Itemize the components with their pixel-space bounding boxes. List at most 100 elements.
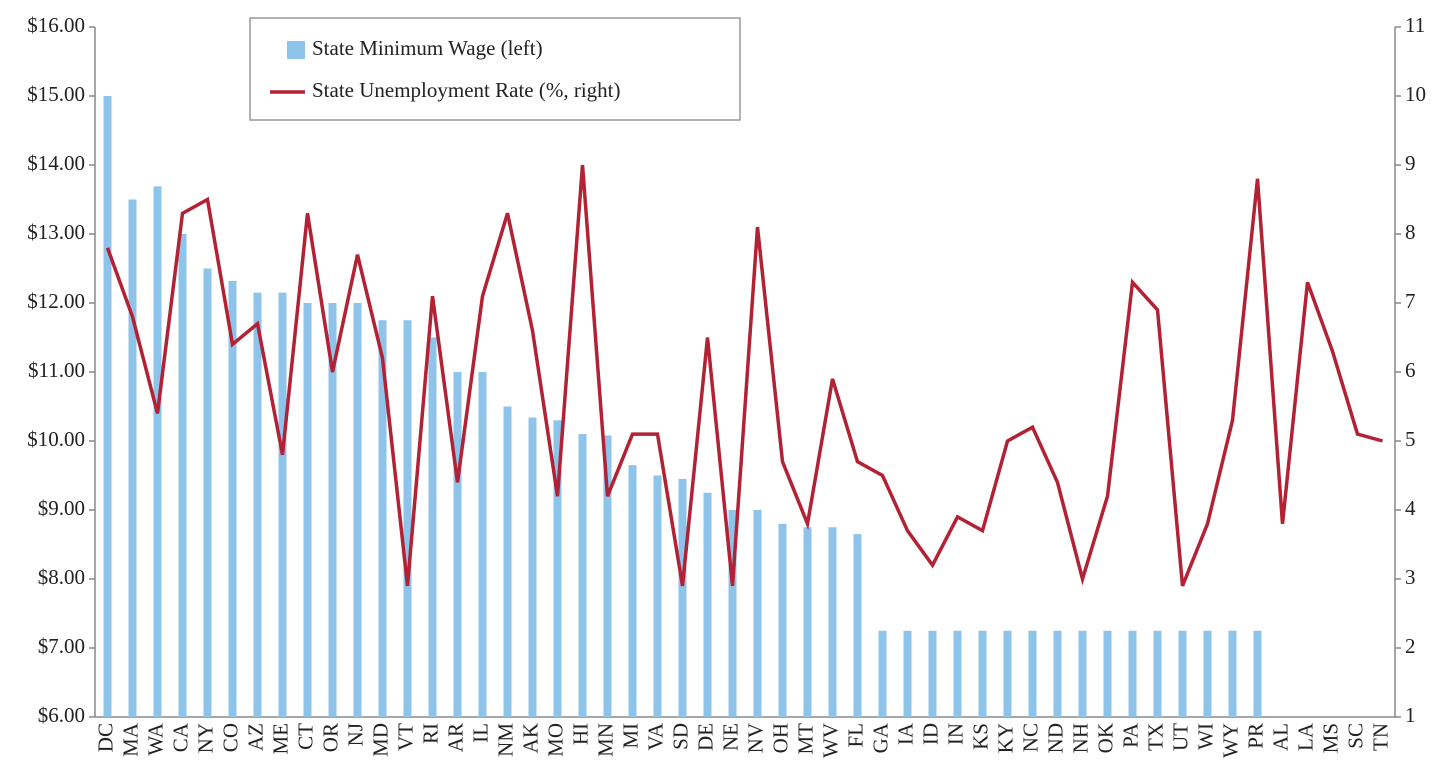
x-tick-label: WI xyxy=(1193,723,1217,750)
x-tick-label: PA xyxy=(1118,722,1142,748)
y-tick-label: $6.00 xyxy=(38,703,85,727)
bar xyxy=(778,523,787,717)
bar xyxy=(178,234,187,717)
x-tick-label: CO xyxy=(218,723,242,752)
x-tick-label: OK xyxy=(1093,723,1117,753)
bar xyxy=(1028,630,1037,717)
bar xyxy=(228,280,237,717)
x-tick-label: HI xyxy=(568,723,592,745)
x-tick-label: GA xyxy=(868,722,892,753)
y-tick-label: $7.00 xyxy=(38,634,85,658)
x-tick-label: LA xyxy=(1293,722,1317,751)
bar xyxy=(653,475,662,717)
y-tick-label: $10.00 xyxy=(27,427,85,451)
y2-tick-label: 6 xyxy=(1405,358,1416,382)
y-tick-label: $8.00 xyxy=(38,565,85,589)
bar xyxy=(403,320,412,717)
bar xyxy=(203,268,212,717)
bar xyxy=(578,434,587,717)
bar xyxy=(603,435,612,717)
x-tick-label: WV xyxy=(818,723,842,758)
bar xyxy=(528,417,537,717)
x-tick-label: MO xyxy=(543,723,567,757)
bar xyxy=(103,96,112,717)
bar xyxy=(1253,630,1262,717)
bar xyxy=(1153,630,1162,717)
bar xyxy=(453,372,462,717)
bar xyxy=(303,303,312,717)
bar xyxy=(328,303,337,717)
x-tick-label: OH xyxy=(768,723,792,753)
y-tick-label: $9.00 xyxy=(38,496,85,520)
y2-tick-label: 4 xyxy=(1405,496,1416,520)
x-tick-label: NJ xyxy=(343,723,367,746)
x-tick-label: VT xyxy=(393,723,417,751)
bar xyxy=(253,292,262,717)
x-tick-label: MI xyxy=(618,723,642,749)
x-tick-label: CA xyxy=(168,722,192,752)
y2-tick-label: 3 xyxy=(1405,565,1416,589)
bar xyxy=(1053,630,1062,717)
x-tick-label: ME xyxy=(268,723,292,755)
y-tick-label: $13.00 xyxy=(27,220,85,244)
x-tick-label: IA xyxy=(893,722,917,745)
bar xyxy=(378,320,387,717)
x-tick-label: NY xyxy=(193,723,217,753)
y-tick-label: $14.00 xyxy=(27,151,85,175)
x-tick-label: ND xyxy=(1043,723,1067,753)
x-tick-label: MD xyxy=(368,723,392,757)
y2-tick-label: 2 xyxy=(1405,634,1416,658)
x-tick-label: SD xyxy=(668,723,692,750)
x-tick-label: WY xyxy=(1218,723,1242,758)
x-tick-label: NE xyxy=(718,723,742,751)
bar xyxy=(903,630,912,717)
x-tick-label: RI xyxy=(418,723,442,744)
x-tick-label: IL xyxy=(468,723,492,743)
x-tick-label: MS xyxy=(1318,723,1342,753)
bar xyxy=(978,630,987,717)
bar xyxy=(853,534,862,717)
bar xyxy=(878,630,887,717)
bar xyxy=(1178,630,1187,717)
x-tick-label: PR xyxy=(1243,723,1267,749)
bar xyxy=(928,630,937,717)
x-tick-label: NH xyxy=(1068,723,1092,753)
bar xyxy=(353,303,362,717)
x-tick-label: ID xyxy=(918,723,942,745)
y-tick-label: $11.00 xyxy=(28,358,85,382)
x-tick-label: OR xyxy=(318,723,342,752)
x-tick-label: MN xyxy=(593,723,617,757)
bar xyxy=(628,465,637,717)
x-tick-label: AZ xyxy=(243,723,267,751)
bar xyxy=(703,492,712,717)
bar xyxy=(1228,630,1237,717)
x-tick-label: KY xyxy=(993,723,1017,753)
y-tick-label: $12.00 xyxy=(27,289,85,313)
x-tick-label: WA xyxy=(143,722,167,755)
x-tick-label: MT xyxy=(793,723,817,755)
x-tick-label: FL xyxy=(843,723,867,748)
bar xyxy=(278,292,287,717)
x-tick-label: AL xyxy=(1268,723,1292,751)
y2-tick-label: 8 xyxy=(1405,220,1416,244)
bar xyxy=(1103,630,1112,717)
y-tick-label: $15.00 xyxy=(27,82,85,106)
y2-tick-label: 9 xyxy=(1405,151,1416,175)
bar xyxy=(153,186,162,717)
x-tick-label: TN xyxy=(1368,723,1392,751)
bar xyxy=(953,630,962,717)
bar xyxy=(678,478,687,717)
x-tick-label: KS xyxy=(968,723,992,750)
x-tick-label: TX xyxy=(1143,723,1167,751)
bar xyxy=(803,527,812,717)
bar xyxy=(1003,630,1012,717)
x-tick-label: NV xyxy=(743,723,767,753)
x-tick-label: AK xyxy=(518,723,542,753)
bar xyxy=(753,510,762,717)
bar xyxy=(1078,630,1087,717)
y2-tick-label: 10 xyxy=(1405,82,1426,106)
x-tick-label: DE xyxy=(693,723,717,751)
x-tick-label: AR xyxy=(443,723,467,752)
bar xyxy=(428,337,437,717)
